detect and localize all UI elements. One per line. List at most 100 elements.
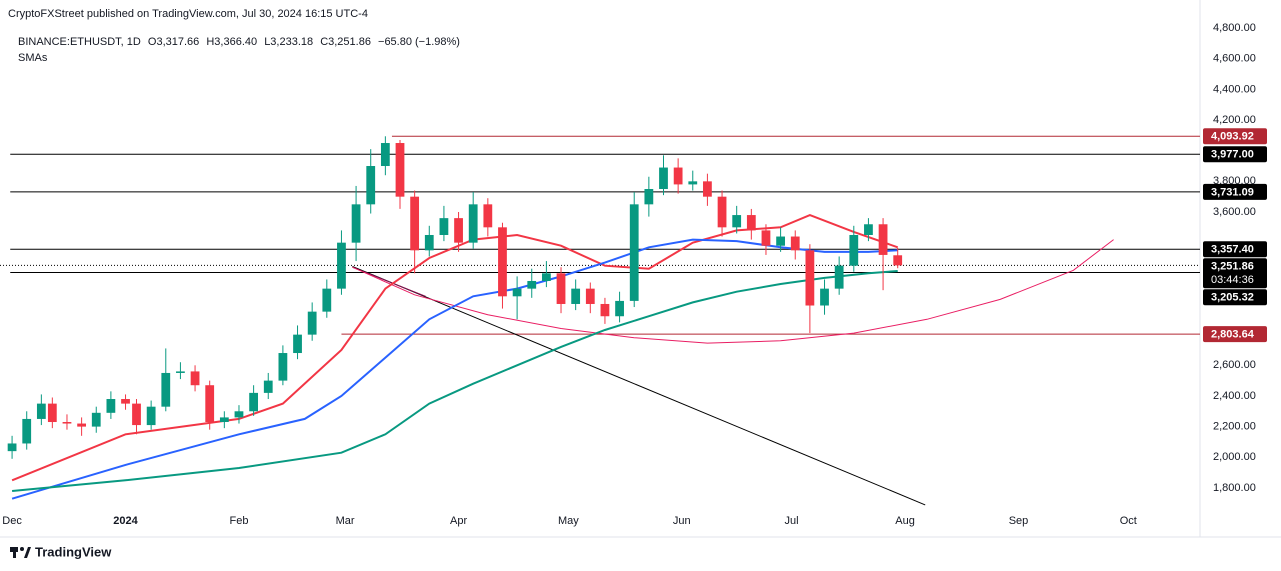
y-tick-label: 2,400.00 — [1213, 390, 1256, 402]
y-tick-label: 4,400.00 — [1213, 83, 1256, 95]
change: −65.80 (−1.98%) — [378, 36, 460, 48]
logo — [10, 547, 31, 558]
candle-body — [483, 204, 493, 228]
candle-body — [893, 255, 903, 266]
candle-body — [585, 288, 595, 304]
candle-body — [176, 371, 185, 373]
trendline — [352, 239, 1114, 344]
y-tick-label: 2,600.00 — [1213, 359, 1256, 371]
candle-body — [864, 224, 873, 235]
candle-body — [512, 288, 522, 297]
footer-brand: TradingView — [35, 544, 112, 559]
candle-body — [395, 143, 405, 197]
x-tick-label: Dec — [2, 515, 22, 527]
price-badge-label: 3,251.86 — [1211, 261, 1254, 273]
price-badge — [1203, 326, 1267, 343]
y-tick-label: 4,800.00 — [1213, 22, 1256, 34]
candle-body — [746, 215, 756, 231]
x-tick-label: Jul — [785, 515, 799, 527]
candle-body — [644, 189, 654, 205]
y-tick-label: 1,800.00 — [1213, 482, 1256, 494]
candle-body — [22, 418, 32, 444]
price-badge-label: 4,093.92 — [1211, 131, 1254, 143]
candle-body — [717, 196, 727, 228]
candle-body — [732, 215, 742, 228]
countdown: 03:44:36 — [1211, 274, 1254, 286]
price-badge — [1203, 258, 1267, 289]
candle-body — [776, 236, 785, 246]
logo-mark — [20, 547, 24, 551]
price-badge — [1203, 128, 1267, 145]
candle-body — [322, 288, 332, 312]
ohlc-close: C3,251.86 — [320, 36, 371, 48]
candle-body — [673, 167, 683, 185]
x-tick-label: Apr — [450, 515, 467, 527]
price-badge — [1203, 146, 1267, 163]
x-tick-label: May — [558, 515, 579, 527]
y-tick-label: 2,000.00 — [1213, 451, 1256, 463]
x-tick-label: Mar — [336, 515, 355, 527]
y-tick-label: 3,600.00 — [1213, 206, 1256, 218]
candle-body — [263, 380, 273, 393]
candle-body — [337, 242, 346, 289]
candle-body — [351, 204, 361, 243]
candle-body — [91, 412, 101, 427]
publish-note: CryptoFXStreet published on TradingView.… — [8, 8, 368, 20]
price-badge — [1203, 241, 1267, 258]
logo-mark — [24, 547, 31, 558]
candle-body — [366, 166, 376, 205]
candle-body — [424, 234, 434, 251]
candle-body — [498, 227, 507, 297]
candle-body — [439, 218, 449, 235]
candle-body — [600, 303, 610, 317]
candle-body — [849, 234, 859, 266]
candle-body — [161, 372, 171, 407]
x-tick-label: Feb — [229, 515, 248, 527]
candle-body — [834, 265, 844, 289]
y-tick-label: 4,200.00 — [1213, 114, 1256, 126]
candle-body — [219, 417, 229, 423]
candle-body — [615, 300, 624, 317]
x-tick-label: Oct — [1120, 515, 1137, 527]
candle-body — [703, 181, 712, 197]
x-tick-label: Aug — [895, 515, 915, 527]
candle-body — [878, 224, 888, 255]
candle-body — [293, 334, 302, 354]
trendline — [352, 265, 926, 506]
candle-body — [132, 403, 141, 426]
candle-body — [7, 443, 17, 452]
price-badge-label: 3,731.09 — [1211, 186, 1254, 198]
candle-body — [468, 204, 478, 243]
trendline — [352, 266, 426, 297]
candle-body — [234, 411, 244, 418]
candle-body — [571, 288, 581, 304]
candle-body — [790, 236, 800, 251]
price-badge — [1203, 183, 1267, 200]
candle-body — [541, 273, 551, 281]
candle-body — [761, 230, 771, 246]
candle-body — [688, 181, 698, 185]
candle-body — [278, 353, 288, 381]
x-tick-label: 2024 — [113, 515, 138, 527]
candle-body — [106, 399, 116, 413]
candle-body — [805, 250, 815, 306]
x-tick-label: Sep — [1009, 515, 1029, 527]
logo-mark — [13, 547, 16, 558]
sma-line — [11, 214, 899, 482]
indicator-legend: SMAs — [18, 52, 48, 64]
ohlc-high: H3,366.40 — [206, 36, 258, 48]
y-tick-label: 4,600.00 — [1213, 53, 1256, 65]
price-badge — [1203, 289, 1267, 306]
candle-body — [556, 273, 566, 304]
price-badge-label: 3,205.32 — [1211, 292, 1254, 304]
candle-body — [62, 422, 72, 424]
price-badge-label: 3,357.40 — [1211, 244, 1254, 256]
symbol-legend: BINANCE:ETHUSDT, 1D O3,317.66 H3,366.40 … — [18, 36, 464, 48]
candle-body — [77, 423, 87, 427]
candle-body — [659, 167, 668, 190]
sma-line — [11, 238, 898, 500]
candle-body — [380, 143, 390, 167]
